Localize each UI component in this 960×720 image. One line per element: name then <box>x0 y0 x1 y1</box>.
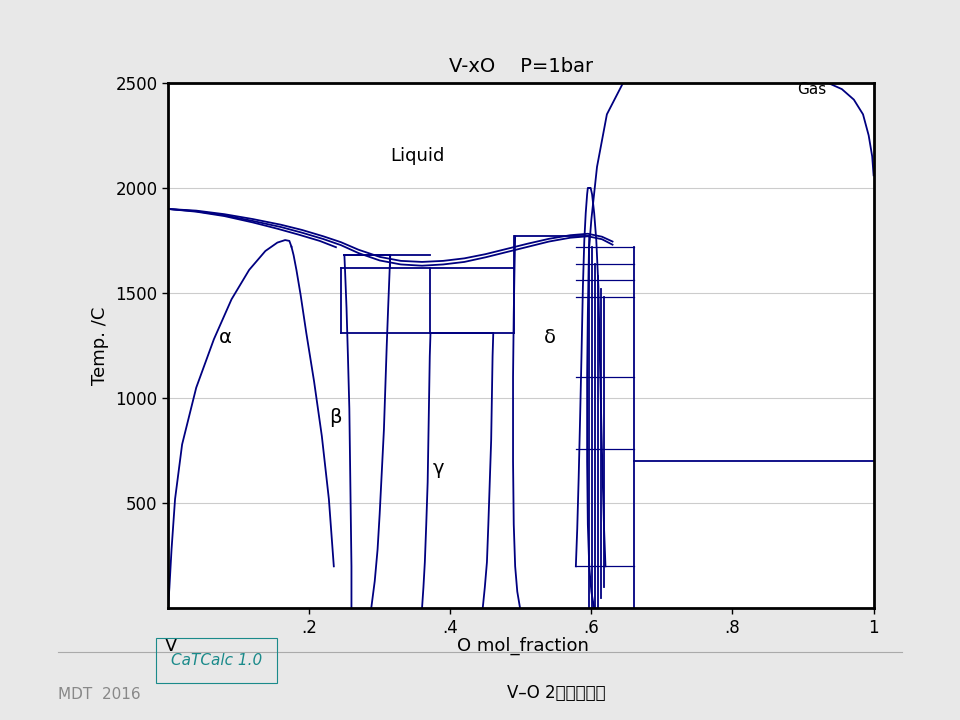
Text: β: β <box>329 408 342 428</box>
Text: γ: γ <box>433 459 444 478</box>
Text: V: V <box>165 637 177 655</box>
Text: CaTCalc 1.0: CaTCalc 1.0 <box>171 653 262 668</box>
Text: δ: δ <box>543 328 556 348</box>
Text: MDT  2016: MDT 2016 <box>58 687 140 702</box>
Text: O mol_fraction: O mol_fraction <box>457 637 589 655</box>
Text: α: α <box>219 328 231 348</box>
Y-axis label: Temp. /C: Temp. /C <box>90 307 108 384</box>
Text: Gas: Gas <box>798 82 827 97</box>
Title: V-xO    P=1bar: V-xO P=1bar <box>448 57 593 76</box>
Text: V–O 2元系状態図: V–O 2元系状態図 <box>508 684 606 702</box>
Text: Liquid: Liquid <box>391 147 444 165</box>
